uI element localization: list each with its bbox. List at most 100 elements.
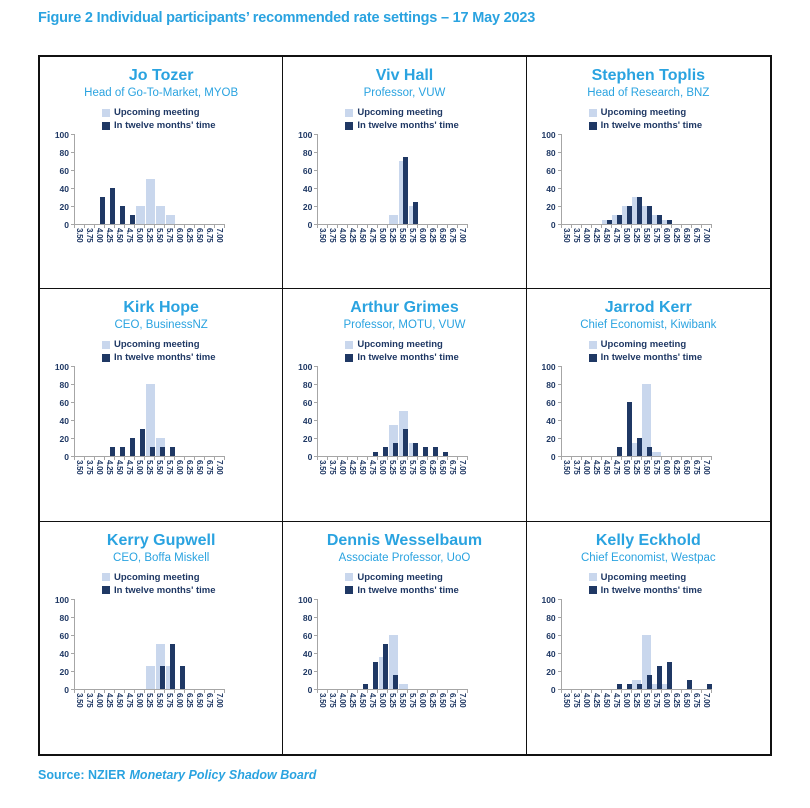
category-slot (185, 135, 195, 224)
category-slot (155, 600, 165, 689)
category-slot (418, 135, 428, 224)
x-tick-label: 4.50 (115, 692, 124, 708)
category-slot (672, 367, 682, 456)
category-slot (632, 367, 642, 457)
category-slot (602, 135, 612, 224)
x-tick-label: 3.75 (85, 460, 94, 475)
chart-legend: Upcoming meeting In twelve months' time (588, 338, 747, 364)
y-tick-label: 60 (59, 630, 69, 641)
x-tick-label: 6.75 (691, 460, 701, 475)
bar-chart: 0 20 40 60 80 100 3.50 3.75 4.00 4.25 4.50 4.75 5.0… (537, 130, 747, 262)
legend-upcoming-label: Upcoming meeting (600, 339, 687, 351)
legend-upcoming-label: Upcoming meeting (357, 107, 443, 118)
category-slot (622, 367, 632, 457)
category-slot (572, 600, 582, 689)
category-slot (428, 367, 439, 457)
category-slot (602, 367, 612, 456)
y-tick-label: 100 (54, 130, 69, 140)
bar-chart: 0 20 40 60 80 100 3.50 3.75 4.00 4.25 4.50 4.75 5.0… (50, 595, 260, 727)
participant-chart-cell: Viv Hall Professor, VUW Upcoming meeting… (283, 57, 527, 290)
x-tick-label: 6.00 (175, 460, 184, 475)
y-tick-label: 0 (64, 452, 69, 463)
category-slot (458, 367, 468, 456)
chart-block: Upcoming meeting In twelve months' time … (293, 571, 503, 727)
x-tick-label: 4.00 (338, 228, 348, 243)
bar-upcoming-meeting (642, 634, 652, 689)
bar-upcoming-meeting (165, 215, 175, 224)
x-tick-label: 3.50 (75, 692, 84, 708)
y-tick-label: 20 (302, 666, 313, 677)
participant-name: Kirk Hope (123, 299, 199, 317)
x-tick-label: 4.50 (358, 692, 368, 708)
legend-twelve-label: In twelve months' time (114, 352, 216, 364)
bar-twelve-months (383, 643, 389, 689)
participant-chart-cell: Kirk Hope CEO, BusinessNZ Upcoming meeti… (40, 289, 284, 522)
category-slot (125, 135, 135, 224)
x-tick-label: 6.50 (195, 692, 204, 708)
x-tick-label: 7.00 (701, 460, 711, 475)
x-tick-label: 4.75 (368, 460, 378, 475)
legend-upcoming-label: Upcoming meeting (600, 571, 687, 583)
legend-row-upcoming: Upcoming meeting (102, 338, 260, 351)
legend-upcoming-label: Upcoming meeting (114, 339, 200, 351)
plot-column: 3.50 3.75 4.00 4.25 4.50 4.75 5.00 5.25 5.50 5.75… (314, 365, 470, 494)
category-slot (408, 367, 419, 457)
x-tick-label: 7.00 (458, 692, 468, 708)
category-slot (692, 135, 702, 224)
legend-twelve-label: In twelve months' time (600, 120, 703, 131)
category-slot (155, 367, 165, 457)
x-tick-label: 6.00 (661, 460, 671, 475)
y-tick-label: 0 (550, 684, 556, 695)
category-slot (125, 600, 135, 689)
x-tick-label: 4.75 (125, 460, 134, 475)
category-slot (145, 135, 155, 224)
category-slot (582, 135, 592, 224)
bar-upcoming-meeting (145, 179, 155, 224)
x-tick-label: 6.00 (418, 228, 428, 243)
category-slot (378, 367, 389, 457)
legend-twelve-label: In twelve months' time (357, 120, 459, 131)
category-slot (205, 600, 215, 689)
category-slot (448, 600, 458, 689)
x-tick-label: 6.50 (681, 228, 691, 243)
category-slot (368, 135, 378, 224)
x-tick-label: 3.75 (571, 228, 581, 243)
plot-column: 3.50 3.75 4.00 4.25 4.50 4.75 5.00 5.25 5.50 5.75… (557, 597, 713, 727)
category-slot (378, 600, 389, 689)
x-tick-label: 5.50 (398, 692, 408, 708)
category-slot (672, 600, 682, 689)
y-axis: 0 20 40 60 80 100 (537, 130, 561, 230)
y-tick-label: 20 (546, 434, 556, 445)
participant-name: Jo Tozer (128, 67, 194, 84)
category-slot (165, 135, 175, 224)
category-slot (85, 600, 95, 689)
x-tick-label: 6.75 (448, 692, 458, 708)
participant-chart-cell: Jarrod Kerr Chief Economist, Kiwibank Up… (526, 289, 770, 522)
legend-row-upcoming: Upcoming meeting (345, 571, 503, 584)
y-tick-label: 80 (302, 380, 313, 391)
category-slot (662, 135, 672, 224)
category-slot (85, 367, 95, 456)
y-axis: 0 20 40 60 80 100 (537, 595, 561, 695)
x-tick-label: 4.75 (125, 692, 134, 708)
x-axis-labels: 3.50 3.75 4.00 4.25 4.50 4.75 5.00 5.25 5.50 5.75… (561, 460, 712, 494)
category-slot (702, 600, 712, 689)
bar-twelve-months (170, 643, 175, 689)
participant-role: Associate Professor, UoO (338, 551, 471, 564)
x-axis-labels: 3.50 3.75 4.00 4.25 4.50 4.75 5.00 5.25 5.50 5.75… (74, 460, 225, 494)
bar-twelve-months (646, 206, 652, 224)
category-slot (348, 367, 358, 456)
category-slot (368, 600, 379, 689)
x-tick-label: 4.50 (601, 692, 611, 708)
x-tick-label: 5.25 (631, 228, 641, 243)
bar-upcoming-meeting (642, 384, 652, 457)
x-tick-label: 3.75 (328, 228, 338, 243)
x-tick-label: 5.00 (378, 460, 388, 475)
x-tick-label: 5.50 (398, 460, 408, 475)
x-tick-label: 5.50 (641, 228, 651, 243)
participant-chart-cell: Kelly Eckhold Chief Economist, Westpac U… (527, 522, 770, 754)
legend-upcoming-swatch (345, 573, 354, 582)
category-slot (428, 135, 438, 224)
x-tick-label: 4.25 (591, 692, 601, 708)
plot-column: 3.50 3.75 4.00 4.25 4.50 4.75 5.00 5.25 5.50 5.75… (71, 133, 226, 262)
